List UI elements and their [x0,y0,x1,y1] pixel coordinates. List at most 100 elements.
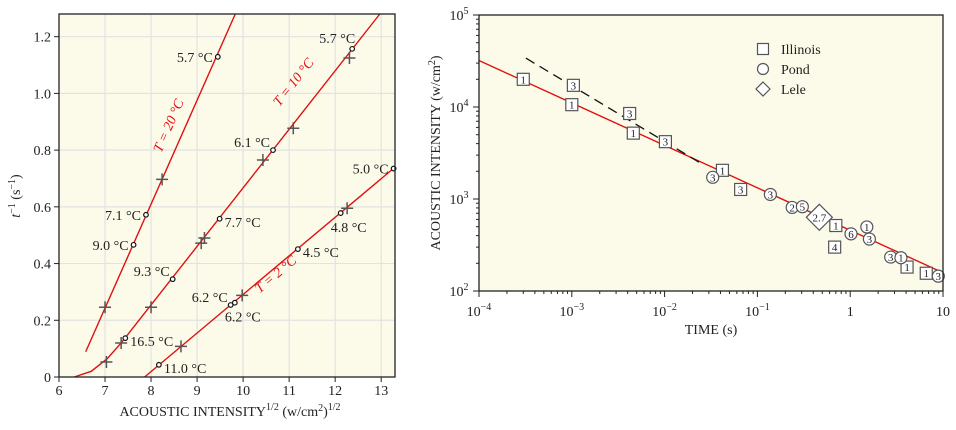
circle-marker [270,147,276,154]
cross-marker [174,340,187,353]
illinois-marker [715,163,730,177]
illinois-marker [566,78,580,92]
point-temperature-label: 7.7 °C [225,216,261,231]
marker-count-label: 2 [789,202,795,214]
marker-count-label: 3 [768,189,774,201]
y-tick-label: 104 [450,98,469,116]
point-temperature-label: 9.3 °C [134,265,170,280]
legend-label: Pond [781,63,810,78]
x-tick-label: 6 [56,384,63,399]
marker-count-label: 1 [898,253,904,265]
marker-count-label: 3 [888,252,894,264]
pond-marker [894,251,908,265]
marker-count-label: 1 [521,74,527,86]
circle-marker [294,246,301,252]
x-tick-label: 10−3 [559,302,584,320]
legend-label: Lele [781,83,806,98]
tick-base: 10 [745,305,759,320]
circle-marker [130,241,137,248]
point-temperature-label: 5.0 °C [353,163,389,178]
marker-count-label: 3 [738,184,744,196]
cross-marker [343,51,356,64]
x-tick-label: 12 [328,384,342,399]
y-tick-label: 0.4 [34,258,52,273]
circle-marker [231,299,238,306]
circle-marker [122,335,129,342]
x-tick-label: 13 [374,384,388,399]
y-tick-label: 105 [450,6,469,24]
right-plot-background [479,15,943,291]
circle-marker [143,211,149,218]
tick-base: 10 [467,305,481,320]
x-tick-label: 10 [236,384,250,399]
fit-line-2c [144,166,396,378]
y-tick-label: 1.0 [34,87,52,102]
left-plot-background [59,14,395,377]
left-y-axis-label: t−1 (s−1) [7,174,24,218]
circle-marker [214,53,221,60]
point-temperature-label: 6.2 °C [192,291,228,306]
cross-marker [195,237,208,250]
illinois-marker [734,182,748,197]
illinois-marker [623,106,637,121]
marker-count-label: 1 [720,165,726,177]
cross-marker [145,301,158,314]
marker-count-label: 4 [832,242,838,254]
legend-square-icon [756,42,770,56]
marker-count-label: 3 [627,108,633,120]
tick-exponent: −2 [666,302,677,313]
point-temperature-label: 4.5 °C [303,246,339,261]
legend-label: Illinois [781,43,821,58]
circle-marker [169,276,176,283]
point-temperature-label: 7.1 °C [105,209,141,224]
cross-marker [156,173,169,186]
y-tick-label: 0.2 [34,314,52,329]
pond-marker [860,220,874,234]
marker-count-label: 1 [904,262,910,274]
left-axes-ticks: 6 7 8 9 10 11 12 13 0 0.2 0.4 0.6 0.8 1.0 1.2 [34,31,389,399]
tick-base: 10 [936,305,950,320]
legend-circle-icon [756,62,770,76]
x-tick-label: 10−2 [652,302,677,320]
point-temperature-label: 6.2 °C [225,311,261,326]
tick-base: 10 [559,305,573,320]
y-tick-label: 103 [450,190,469,208]
pond-marker [763,187,777,202]
cross-marker [99,301,112,314]
tick-exponent: 3 [464,190,469,201]
x-tick-label: 10 [936,305,950,320]
point-temperature-label: 9.0 °C [93,239,129,254]
marker-count-label: 3 [936,271,942,283]
marker-count-label: 1 [864,222,870,234]
tick-base: 1 [847,305,854,320]
point-temperature-label: 11.0 °C [164,362,206,377]
cross-marker [341,202,354,215]
cross-marker [236,289,249,302]
circle-marker [216,215,223,222]
illinois-marker [516,72,530,86]
x-tick-label: 9 [194,384,201,399]
marker-count-label: 2.7 [812,212,826,224]
left-grid [59,14,395,377]
marker-count-label: 3 [867,234,873,246]
illinois-marker [900,260,914,274]
marker-count-label: 5 [800,202,806,214]
tick-base: 10 [450,285,464,300]
tick-base: 10 [652,305,666,320]
marker-count-label: 3 [663,137,669,149]
right-plot-frame [478,14,944,292]
illinois-marker [565,98,579,112]
cross-marker [198,232,211,245]
illinois-marker [919,266,933,280]
marker-count-label: 1 [631,128,637,140]
x-tick-label: 8 [148,384,155,399]
tick-exponent: 5 [464,6,469,17]
right-y-axis-label: ACOUSTIC INTENSITY (w/cm2) [427,55,444,250]
right-x-axis-label: TIME (s) [685,323,738,338]
cross-marker [287,122,300,135]
fit-line-20c [85,13,236,353]
marker-count-label: 1 [924,268,930,280]
